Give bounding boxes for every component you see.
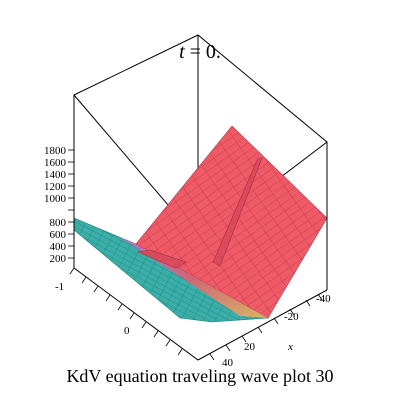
x-axis-label: x [287,341,293,353]
z-tick-label: 1000 [44,193,67,205]
x-tick-label: 20 [244,341,256,353]
y-tick-label: 0 [124,325,130,337]
z-tick-label: 1600 [44,157,67,169]
x-tick-label: -20 [284,311,299,323]
z-tick-label: 1800 [44,145,67,157]
figure-caption: KdV equation traveling wave plot 30 [0,366,400,387]
z-tick-label: 800 [50,217,67,229]
y-tick-label: -1 [55,281,64,293]
z-tick-label: 1400 [44,169,67,181]
z-tick-label: 1200 [44,181,67,193]
z-tick-label: 600 [50,229,67,241]
title-equation: = 0. [185,41,221,63]
z-tick-label: 400 [50,241,67,253]
z-axis-labels: 1800 1600 1400 1200 1000 800 600 400 200 [44,145,67,265]
chart-title: t = 0. [179,41,221,63]
x-tick-label: -40 [316,293,331,305]
z-tick-label: 200 [50,253,67,265]
